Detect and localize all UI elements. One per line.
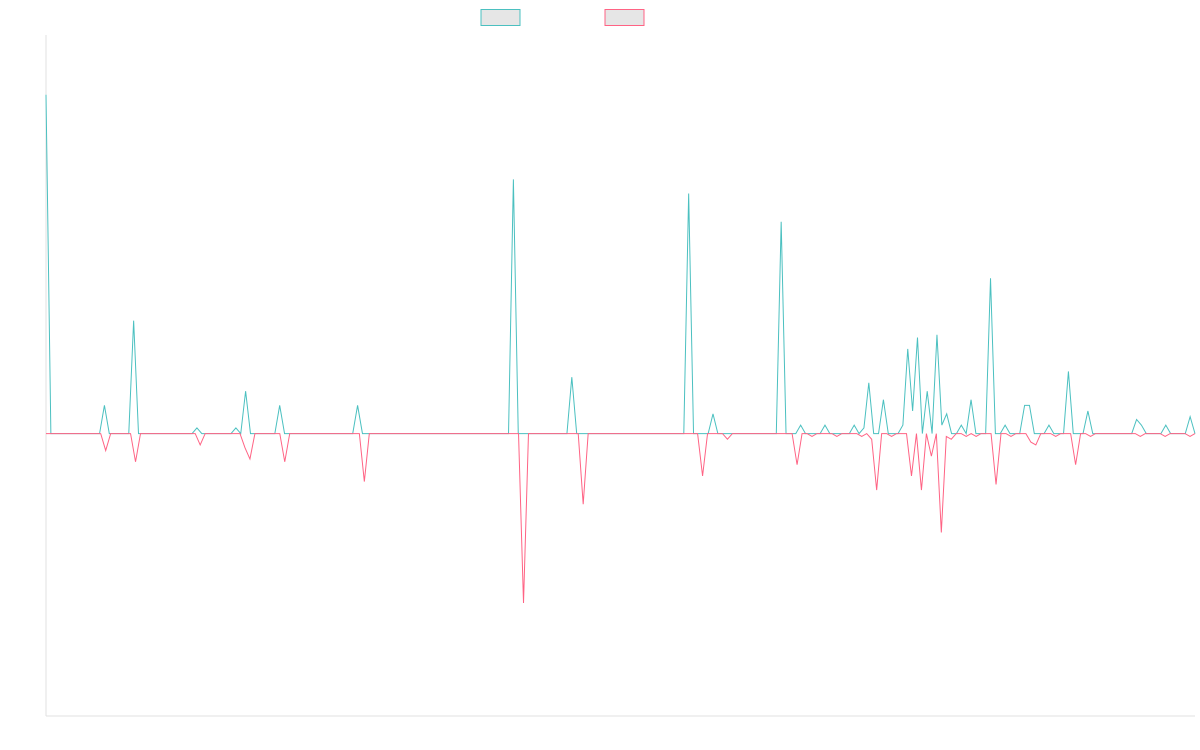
series-2 [46,432,1196,604]
legend-swatch-series-1[interactable] [480,9,521,26]
series-layer [45,94,1196,604]
legend [480,9,645,26]
series-1-line [45,94,1196,436]
legend-swatch-series-2[interactable] [604,9,645,26]
series-1 [45,94,1196,436]
axes [45,35,1195,717]
series-2-line [46,432,1196,604]
